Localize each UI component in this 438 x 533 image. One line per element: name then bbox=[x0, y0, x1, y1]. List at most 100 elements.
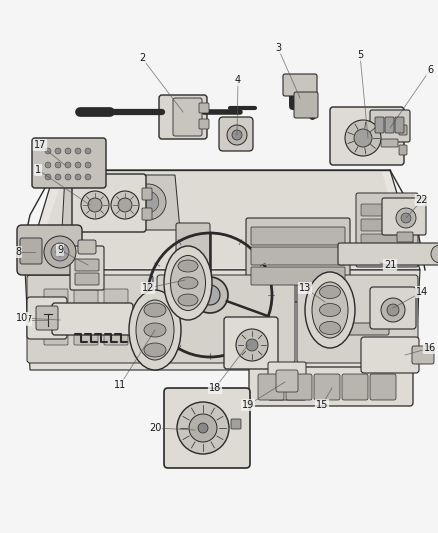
Text: 16: 16 bbox=[424, 343, 436, 353]
Circle shape bbox=[75, 148, 81, 154]
Text: 9: 9 bbox=[57, 245, 63, 255]
Polygon shape bbox=[32, 172, 408, 268]
Text: 22: 22 bbox=[416, 195, 428, 205]
FancyBboxPatch shape bbox=[52, 303, 133, 335]
FancyBboxPatch shape bbox=[361, 219, 413, 231]
Circle shape bbox=[45, 174, 51, 180]
Ellipse shape bbox=[144, 303, 166, 317]
FancyBboxPatch shape bbox=[74, 329, 98, 345]
FancyBboxPatch shape bbox=[399, 145, 407, 155]
FancyBboxPatch shape bbox=[397, 232, 413, 242]
Circle shape bbox=[65, 148, 71, 154]
Circle shape bbox=[345, 120, 381, 156]
Text: 3: 3 bbox=[275, 43, 281, 53]
FancyBboxPatch shape bbox=[338, 243, 438, 265]
Ellipse shape bbox=[170, 255, 205, 311]
Ellipse shape bbox=[319, 286, 340, 298]
Circle shape bbox=[246, 339, 258, 351]
Ellipse shape bbox=[305, 272, 355, 348]
Circle shape bbox=[45, 162, 51, 168]
Ellipse shape bbox=[144, 343, 166, 357]
Ellipse shape bbox=[178, 277, 198, 289]
FancyBboxPatch shape bbox=[370, 374, 396, 400]
FancyBboxPatch shape bbox=[70, 246, 104, 290]
Text: 19: 19 bbox=[242, 400, 254, 410]
Ellipse shape bbox=[129, 290, 181, 370]
FancyBboxPatch shape bbox=[20, 238, 42, 264]
FancyBboxPatch shape bbox=[219, 117, 253, 151]
FancyBboxPatch shape bbox=[361, 234, 413, 246]
Circle shape bbox=[44, 236, 76, 268]
FancyBboxPatch shape bbox=[361, 204, 413, 216]
Circle shape bbox=[75, 162, 81, 168]
Ellipse shape bbox=[319, 321, 340, 335]
Text: 21: 21 bbox=[384, 260, 396, 270]
Circle shape bbox=[51, 243, 69, 261]
Circle shape bbox=[200, 285, 220, 305]
FancyBboxPatch shape bbox=[224, 317, 278, 369]
FancyBboxPatch shape bbox=[173, 98, 202, 136]
Ellipse shape bbox=[312, 282, 348, 338]
FancyBboxPatch shape bbox=[142, 208, 152, 220]
Circle shape bbox=[45, 148, 51, 154]
FancyBboxPatch shape bbox=[268, 362, 306, 400]
FancyBboxPatch shape bbox=[27, 275, 153, 363]
Text: 13: 13 bbox=[299, 283, 311, 293]
FancyBboxPatch shape bbox=[258, 374, 284, 400]
FancyBboxPatch shape bbox=[75, 259, 99, 271]
FancyBboxPatch shape bbox=[382, 198, 426, 235]
Text: 18: 18 bbox=[209, 383, 221, 393]
FancyBboxPatch shape bbox=[199, 119, 209, 129]
Circle shape bbox=[84, 191, 106, 213]
Text: 12: 12 bbox=[142, 283, 154, 293]
FancyBboxPatch shape bbox=[314, 374, 340, 400]
Text: 8: 8 bbox=[15, 247, 21, 257]
Text: 14: 14 bbox=[416, 287, 428, 297]
FancyBboxPatch shape bbox=[32, 138, 106, 188]
Text: 7: 7 bbox=[25, 315, 31, 325]
FancyBboxPatch shape bbox=[17, 225, 82, 275]
Ellipse shape bbox=[178, 294, 198, 306]
Text: 6: 6 bbox=[427, 65, 433, 75]
FancyBboxPatch shape bbox=[36, 306, 58, 330]
Polygon shape bbox=[62, 175, 180, 230]
FancyBboxPatch shape bbox=[342, 374, 368, 400]
Circle shape bbox=[227, 125, 247, 145]
Circle shape bbox=[387, 304, 399, 316]
FancyBboxPatch shape bbox=[231, 419, 241, 429]
FancyBboxPatch shape bbox=[381, 139, 398, 147]
FancyBboxPatch shape bbox=[399, 125, 407, 135]
FancyBboxPatch shape bbox=[286, 374, 312, 400]
FancyBboxPatch shape bbox=[104, 329, 128, 345]
Circle shape bbox=[55, 162, 61, 168]
FancyBboxPatch shape bbox=[104, 309, 128, 325]
Circle shape bbox=[198, 423, 208, 433]
Text: 11: 11 bbox=[114, 380, 126, 390]
Circle shape bbox=[56, 248, 64, 256]
Circle shape bbox=[192, 277, 228, 313]
FancyBboxPatch shape bbox=[142, 188, 152, 200]
Circle shape bbox=[118, 198, 132, 212]
FancyBboxPatch shape bbox=[27, 297, 67, 339]
Circle shape bbox=[177, 402, 229, 454]
Text: 1: 1 bbox=[35, 165, 41, 175]
Circle shape bbox=[81, 191, 109, 219]
Circle shape bbox=[431, 245, 438, 263]
FancyBboxPatch shape bbox=[75, 273, 99, 285]
FancyBboxPatch shape bbox=[294, 92, 318, 118]
FancyBboxPatch shape bbox=[283, 74, 317, 96]
FancyBboxPatch shape bbox=[251, 227, 345, 245]
FancyBboxPatch shape bbox=[370, 110, 410, 142]
FancyBboxPatch shape bbox=[395, 117, 404, 133]
FancyBboxPatch shape bbox=[385, 117, 394, 133]
FancyBboxPatch shape bbox=[356, 193, 418, 267]
Circle shape bbox=[75, 174, 81, 180]
FancyBboxPatch shape bbox=[375, 117, 384, 133]
FancyBboxPatch shape bbox=[157, 275, 295, 363]
FancyBboxPatch shape bbox=[370, 287, 416, 329]
Circle shape bbox=[130, 184, 166, 220]
Ellipse shape bbox=[164, 246, 212, 320]
Circle shape bbox=[65, 162, 71, 168]
Text: 4: 4 bbox=[235, 75, 241, 85]
FancyBboxPatch shape bbox=[412, 346, 434, 364]
